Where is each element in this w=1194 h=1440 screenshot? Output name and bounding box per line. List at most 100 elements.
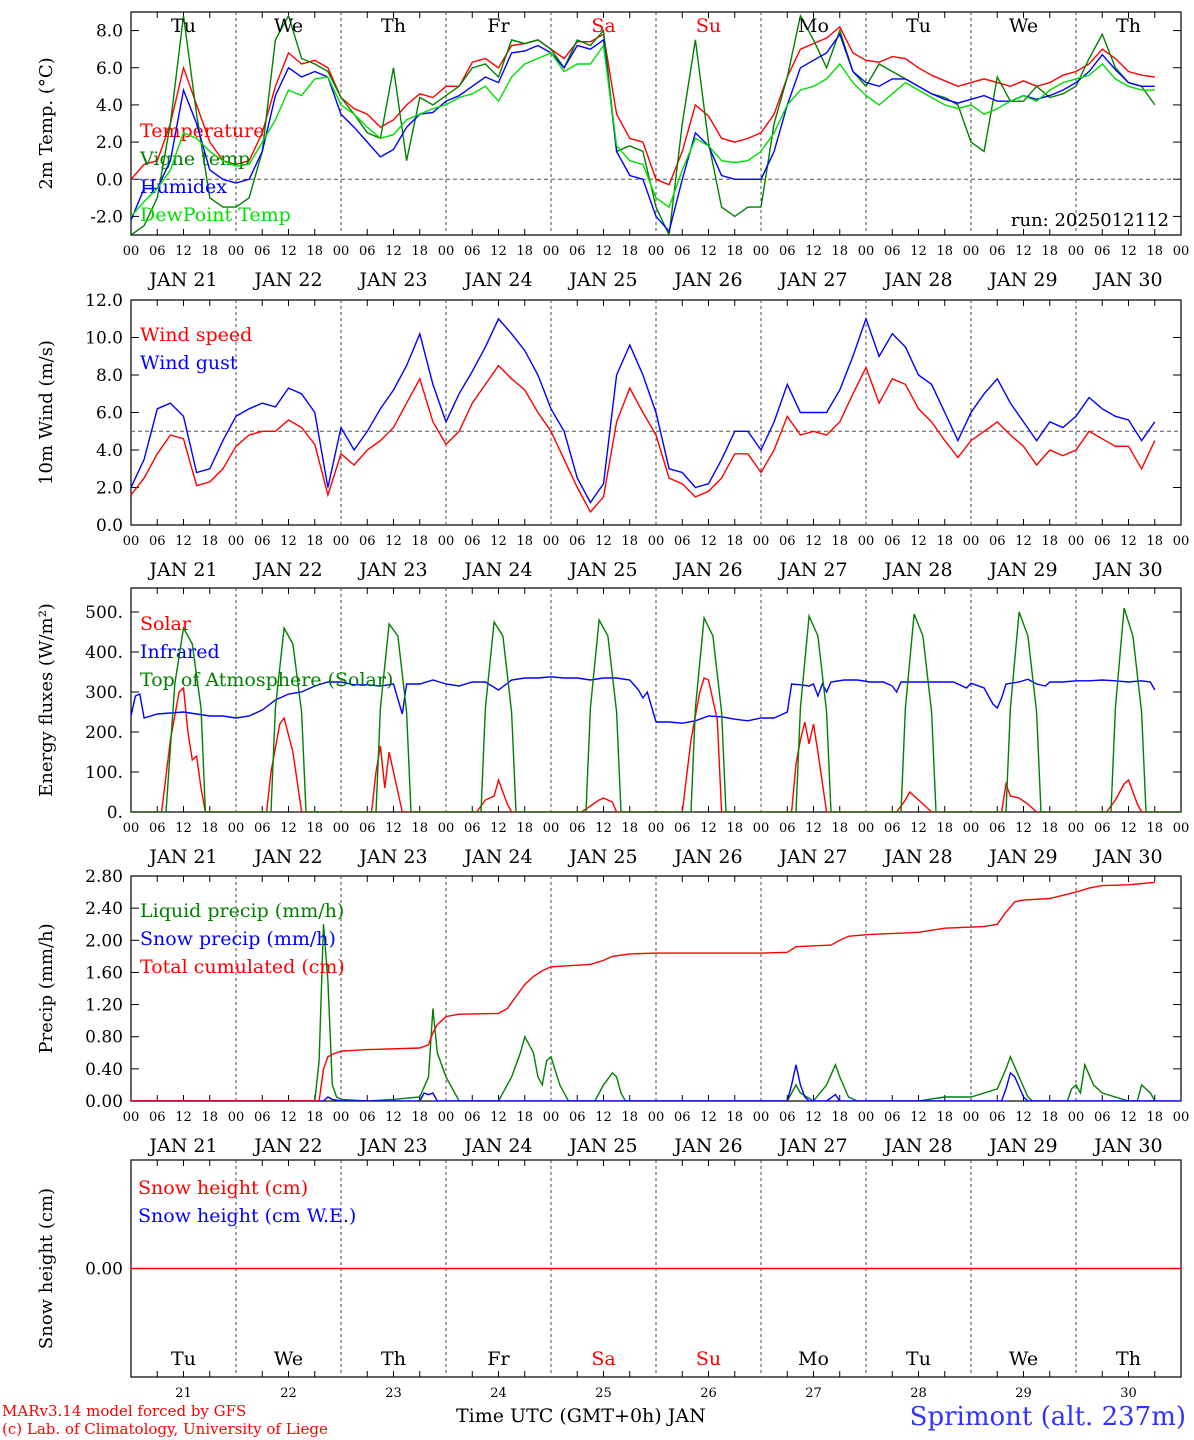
hour-tick-label: 12 — [385, 244, 402, 259]
hour-tick-label: 18 — [411, 244, 428, 259]
date-label: JAN 25 — [567, 1135, 637, 1157]
hour-tick-label: 00 — [858, 1110, 875, 1125]
weekday-label: Th — [1116, 15, 1141, 37]
hour-tick-label: 18 — [201, 1110, 218, 1125]
hour-tick-label: 12 — [595, 1110, 612, 1125]
date-label: JAN 25 — [567, 559, 637, 581]
y-tick-label: 1.20 — [85, 996, 123, 1016]
date-label: JAN 30 — [1092, 1135, 1162, 1157]
weekday-label: We — [1009, 1348, 1038, 1370]
hour-tick-label: 06 — [254, 534, 271, 549]
legend-entry: Temperature — [140, 120, 264, 142]
hour-tick-label: 06 — [569, 821, 586, 836]
date-label: JAN 24 — [462, 559, 532, 581]
hour-tick-label: 12 — [490, 821, 507, 836]
hour-tick-label: 06 — [989, 821, 1006, 836]
hour-tick-label: 12 — [595, 534, 612, 549]
panel-1: -2.0 0.0 2.0 4.0 6.0 8.0 2m Temp. (°C) Temperat… — [36, 11, 1190, 291]
hour-tick-label: 12 — [805, 534, 822, 549]
date-label: JAN 30 — [1092, 269, 1162, 291]
hour-tick-label: 12 — [910, 244, 927, 259]
y-tick-label: 4.0 — [96, 441, 123, 461]
hour-tick-label: 00 — [123, 821, 140, 836]
hour-tick-label: 18 — [621, 244, 638, 259]
run-label: run: 2025012112 — [1011, 210, 1169, 231]
hour-tick-label: 12 — [700, 1110, 717, 1125]
hour-tick-label: 00 — [438, 534, 455, 549]
hour-tick-label: 18 — [726, 1110, 743, 1125]
hour-tick-label: 00 — [858, 534, 875, 549]
plot-frame — [130, 11, 1182, 236]
hour-tick-label: 06 — [674, 534, 691, 549]
date-label: JAN 28 — [882, 1135, 952, 1157]
date-label: JAN 28 — [882, 846, 952, 868]
hour-tick-label: 06 — [674, 244, 691, 259]
hour-tick-label: 06 — [149, 1110, 166, 1125]
hour-tick-label: 00 — [543, 244, 560, 259]
hour-tick-label: 00 — [963, 1110, 980, 1125]
date-label: JAN 27 — [777, 269, 847, 291]
hour-tick-label: 06 — [884, 821, 901, 836]
y-tick-label: 500. — [85, 603, 123, 623]
hour-tick-label: 06 — [989, 534, 1006, 549]
hour-tick-label: 12 — [1015, 534, 1032, 549]
hour-tick-label: 12 — [700, 821, 717, 836]
panel-3: 0. 100. 200. 300. 400. 500. Energy fluxes (W/m… — [36, 587, 1189, 868]
legend-entry: Wind gust — [140, 352, 238, 374]
hour-tick-label: 12 — [910, 1110, 927, 1125]
hour-tick-label: 00 — [753, 534, 770, 549]
legend-entry: Snow height (cm W.E.) — [138, 1205, 356, 1227]
hour-tick-label: 18 — [936, 534, 953, 549]
weekday-label: Mo — [798, 1348, 829, 1370]
hour-tick-label: 06 — [569, 1110, 586, 1125]
date-label: JAN 29 — [987, 559, 1057, 581]
hour-tick-label: 00 — [228, 821, 245, 836]
panel-4: 0.00 0.40 0.80 1.20 1.60 2.00 2.40 2.80 Precip (… — [36, 867, 1189, 1157]
y-axis-label: Energy fluxes (W/m²) — [36, 603, 57, 797]
hour-tick-label: 06 — [254, 244, 271, 259]
date-label: JAN 27 — [777, 846, 847, 868]
hour-tick-label: 12 — [1120, 1110, 1137, 1125]
hour-tick-label: 00 — [1173, 244, 1190, 259]
y-axis-label: 2m Temp. (°C) — [36, 57, 57, 189]
hour-tick-label: 18 — [306, 821, 323, 836]
hour-tick-label: 12 — [910, 534, 927, 549]
hour-tick-label: 12 — [1120, 534, 1137, 549]
legend-entry: Vigne temp — [139, 148, 250, 170]
hour-tick-label: 06 — [149, 244, 166, 259]
hour-tick-label: 18 — [1146, 821, 1163, 836]
hour-tick-label: 06 — [674, 1110, 691, 1125]
y-tick-label: 8.0 — [96, 366, 123, 386]
hour-tick-label: 06 — [254, 821, 271, 836]
hour-tick-label: 00 — [1173, 534, 1190, 549]
y-tick-label: 0. — [107, 803, 123, 823]
hour-tick-label: 00 — [228, 534, 245, 549]
day-number-label: 22 — [280, 1386, 297, 1401]
hour-tick-label: 12 — [1015, 821, 1032, 836]
hour-tick-label: 06 — [149, 821, 166, 836]
y-tick-label: 1.60 — [85, 963, 123, 983]
weekday-label: We — [274, 1348, 303, 1370]
hour-tick-label: 00 — [963, 534, 980, 549]
y-tick-label: 400. — [85, 643, 123, 663]
day-number-label: 23 — [385, 1386, 402, 1401]
weekday-label: Th — [381, 1348, 406, 1370]
y-axis-label: Snow height (cm) — [36, 1188, 57, 1349]
day-number-label: 24 — [490, 1386, 507, 1401]
hour-tick-label: 06 — [884, 534, 901, 549]
date-label: JAN 26 — [672, 846, 742, 868]
hour-tick-label: 00 — [228, 244, 245, 259]
y-tick-label: 2.0 — [96, 133, 123, 153]
y-tick-label: 0.40 — [85, 1060, 123, 1080]
hour-tick-label: 18 — [1041, 1110, 1058, 1125]
y-tick-label: 0.00 — [85, 1260, 123, 1280]
hour-tick-label: 00 — [333, 821, 350, 836]
date-label: JAN 24 — [462, 269, 532, 291]
y-tick-label: 4.0 — [96, 96, 123, 116]
hour-tick-label: 12 — [385, 1110, 402, 1125]
hour-tick-label: 18 — [1146, 244, 1163, 259]
hour-tick-label: 00 — [753, 821, 770, 836]
hour-tick-label: 18 — [936, 821, 953, 836]
y-tick-label: 12.0 — [85, 291, 123, 311]
